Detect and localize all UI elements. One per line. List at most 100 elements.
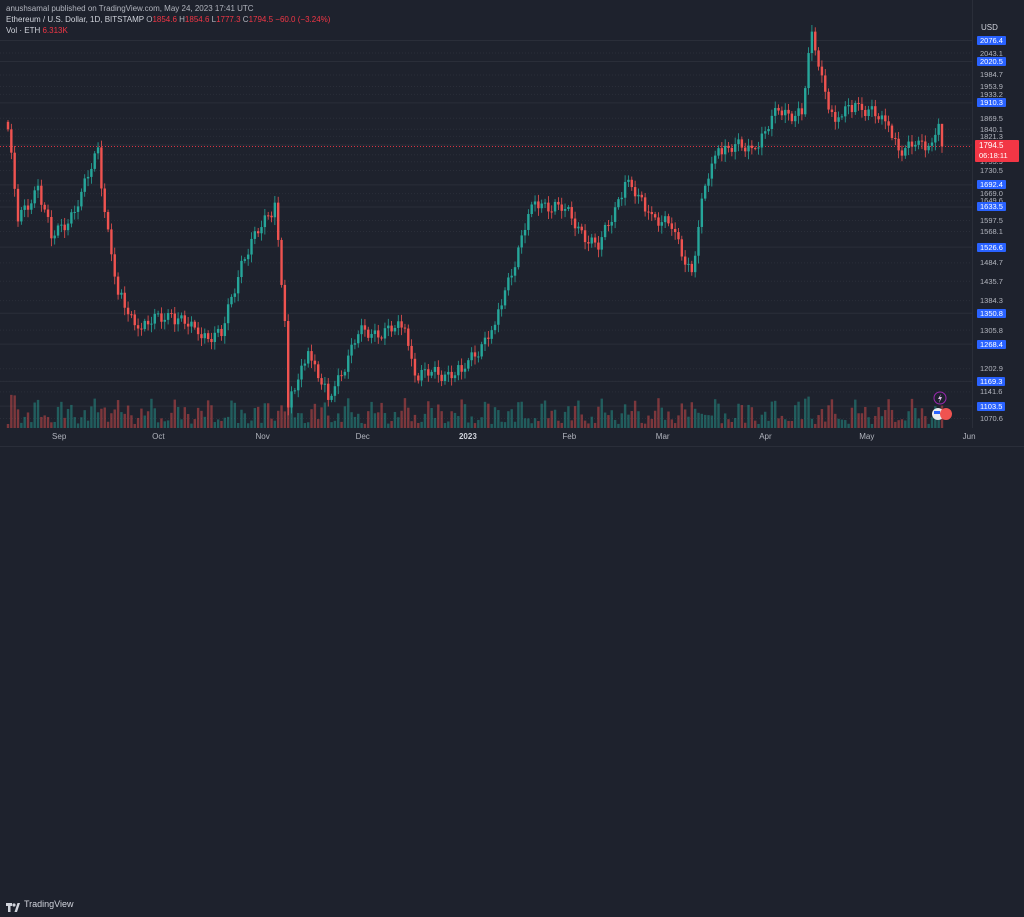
candle-body: [363, 325, 367, 330]
volume-bar: [353, 416, 357, 428]
volume-bar: [857, 413, 860, 428]
volume-bar: [33, 402, 36, 428]
volume-bar: [817, 415, 820, 428]
candle-body: [860, 103, 864, 110]
volume-bar: [713, 399, 717, 428]
volume-bar: [533, 418, 537, 428]
candle-body: [150, 323, 153, 325]
candle-body: [840, 116, 844, 118]
candle-body: [387, 325, 390, 329]
volume-bar: [166, 420, 170, 428]
volume-bar: [216, 419, 220, 428]
volume-bar: [540, 403, 543, 428]
candle-body: [837, 117, 840, 122]
candle-body: [497, 309, 500, 325]
volume-bar: [133, 423, 136, 428]
candle-body: [80, 191, 83, 207]
candle-body: [583, 230, 587, 243]
volume-bar: [503, 422, 507, 428]
volume-bar: [630, 411, 633, 428]
candlestick-chart[interactable]: [0, 0, 972, 428]
candle-body: [103, 188, 106, 213]
volume-bar: [577, 400, 580, 428]
volume-bar: [280, 405, 283, 428]
candle-body: [750, 145, 754, 149]
candle-body: [60, 224, 63, 226]
candle-body: [804, 88, 807, 115]
us-flag-event-icon[interactable]: [932, 408, 952, 420]
candle-body: [697, 226, 700, 256]
candle-body: [143, 320, 146, 330]
candle-body: [83, 178, 86, 192]
volume-bar: [450, 411, 453, 428]
candle-body: [730, 147, 734, 152]
volume-bar: [433, 417, 437, 428]
candle-body: [360, 325, 363, 335]
volume-bar: [567, 406, 570, 428]
time-label: Nov: [255, 432, 270, 441]
candle-body: [710, 163, 714, 179]
price-tag-highlight: 1268.4: [977, 339, 1006, 349]
price-axis[interactable]: USD: [972, 0, 1024, 428]
candle-body: [380, 337, 383, 339]
candle-body: [473, 352, 477, 357]
candle-body: [610, 221, 613, 226]
volume-bar: [210, 405, 213, 428]
volume-bar: [794, 405, 797, 428]
volume-bar: [920, 408, 924, 428]
candle-body: [794, 115, 797, 122]
volume-bar: [270, 418, 273, 428]
candle-body: [887, 121, 890, 126]
volume-bar: [397, 417, 400, 428]
candle-body: [330, 395, 333, 400]
volume-bar: [233, 402, 237, 428]
candle-body: [550, 211, 553, 213]
volume-bar: [266, 403, 270, 428]
candle-body: [643, 197, 647, 212]
volume-bar: [360, 422, 363, 428]
publisher-line: anushsamal published on TradingView.com,…: [6, 4, 254, 13]
candle-body: [680, 239, 684, 257]
candle-body: [327, 383, 330, 400]
symbol-title[interactable]: Ethereum / U.S. Dollar, 1D, BITSTAMP: [6, 15, 144, 24]
event-flash-icon[interactable]: [933, 391, 947, 405]
candle-body: [607, 224, 610, 226]
chart-area[interactable]: anushsamal published on TradingView.com,…: [0, 0, 972, 428]
volume-bar: [310, 409, 313, 428]
volume-bar: [477, 419, 480, 428]
volume-bar: [633, 400, 637, 428]
volume-bar: [100, 408, 103, 428]
volume-bar: [597, 406, 600, 428]
candle-body: [263, 215, 267, 228]
volume-bar: [400, 410, 403, 428]
candle-body: [924, 141, 927, 151]
candle-body: [784, 109, 787, 116]
volume-bar: [894, 421, 897, 428]
time-axis[interactable]: Sep Oct Nov Dec 2023 Feb Mar Apr May Jun: [0, 428, 976, 446]
candle-body: [213, 332, 217, 343]
volume-bar: [900, 419, 904, 428]
volume-bar: [647, 415, 650, 428]
volume-bar: [230, 400, 233, 428]
candle-body: [897, 138, 900, 151]
candle-body: [13, 152, 16, 189]
candle-body: [33, 190, 36, 204]
time-label: Dec: [355, 432, 370, 441]
volume-bar: [196, 407, 200, 428]
tradingview-brand[interactable]: TradingView: [24, 899, 74, 909]
volume-bar: [226, 416, 230, 428]
candle-body: [283, 284, 287, 322]
candle-body: [580, 226, 583, 231]
volume-bar: [680, 403, 684, 428]
volume-bar: [810, 418, 814, 428]
volume-bar: [580, 414, 583, 428]
volume-label[interactable]: Vol · ETH: [6, 26, 41, 35]
candle-body: [16, 188, 20, 222]
volume-bar: [824, 421, 827, 428]
candle-body: [687, 263, 690, 265]
candle-body: [200, 334, 203, 339]
volume-bar: [517, 402, 520, 428]
candle-body: [410, 345, 413, 359]
candle-body: [907, 141, 910, 149]
